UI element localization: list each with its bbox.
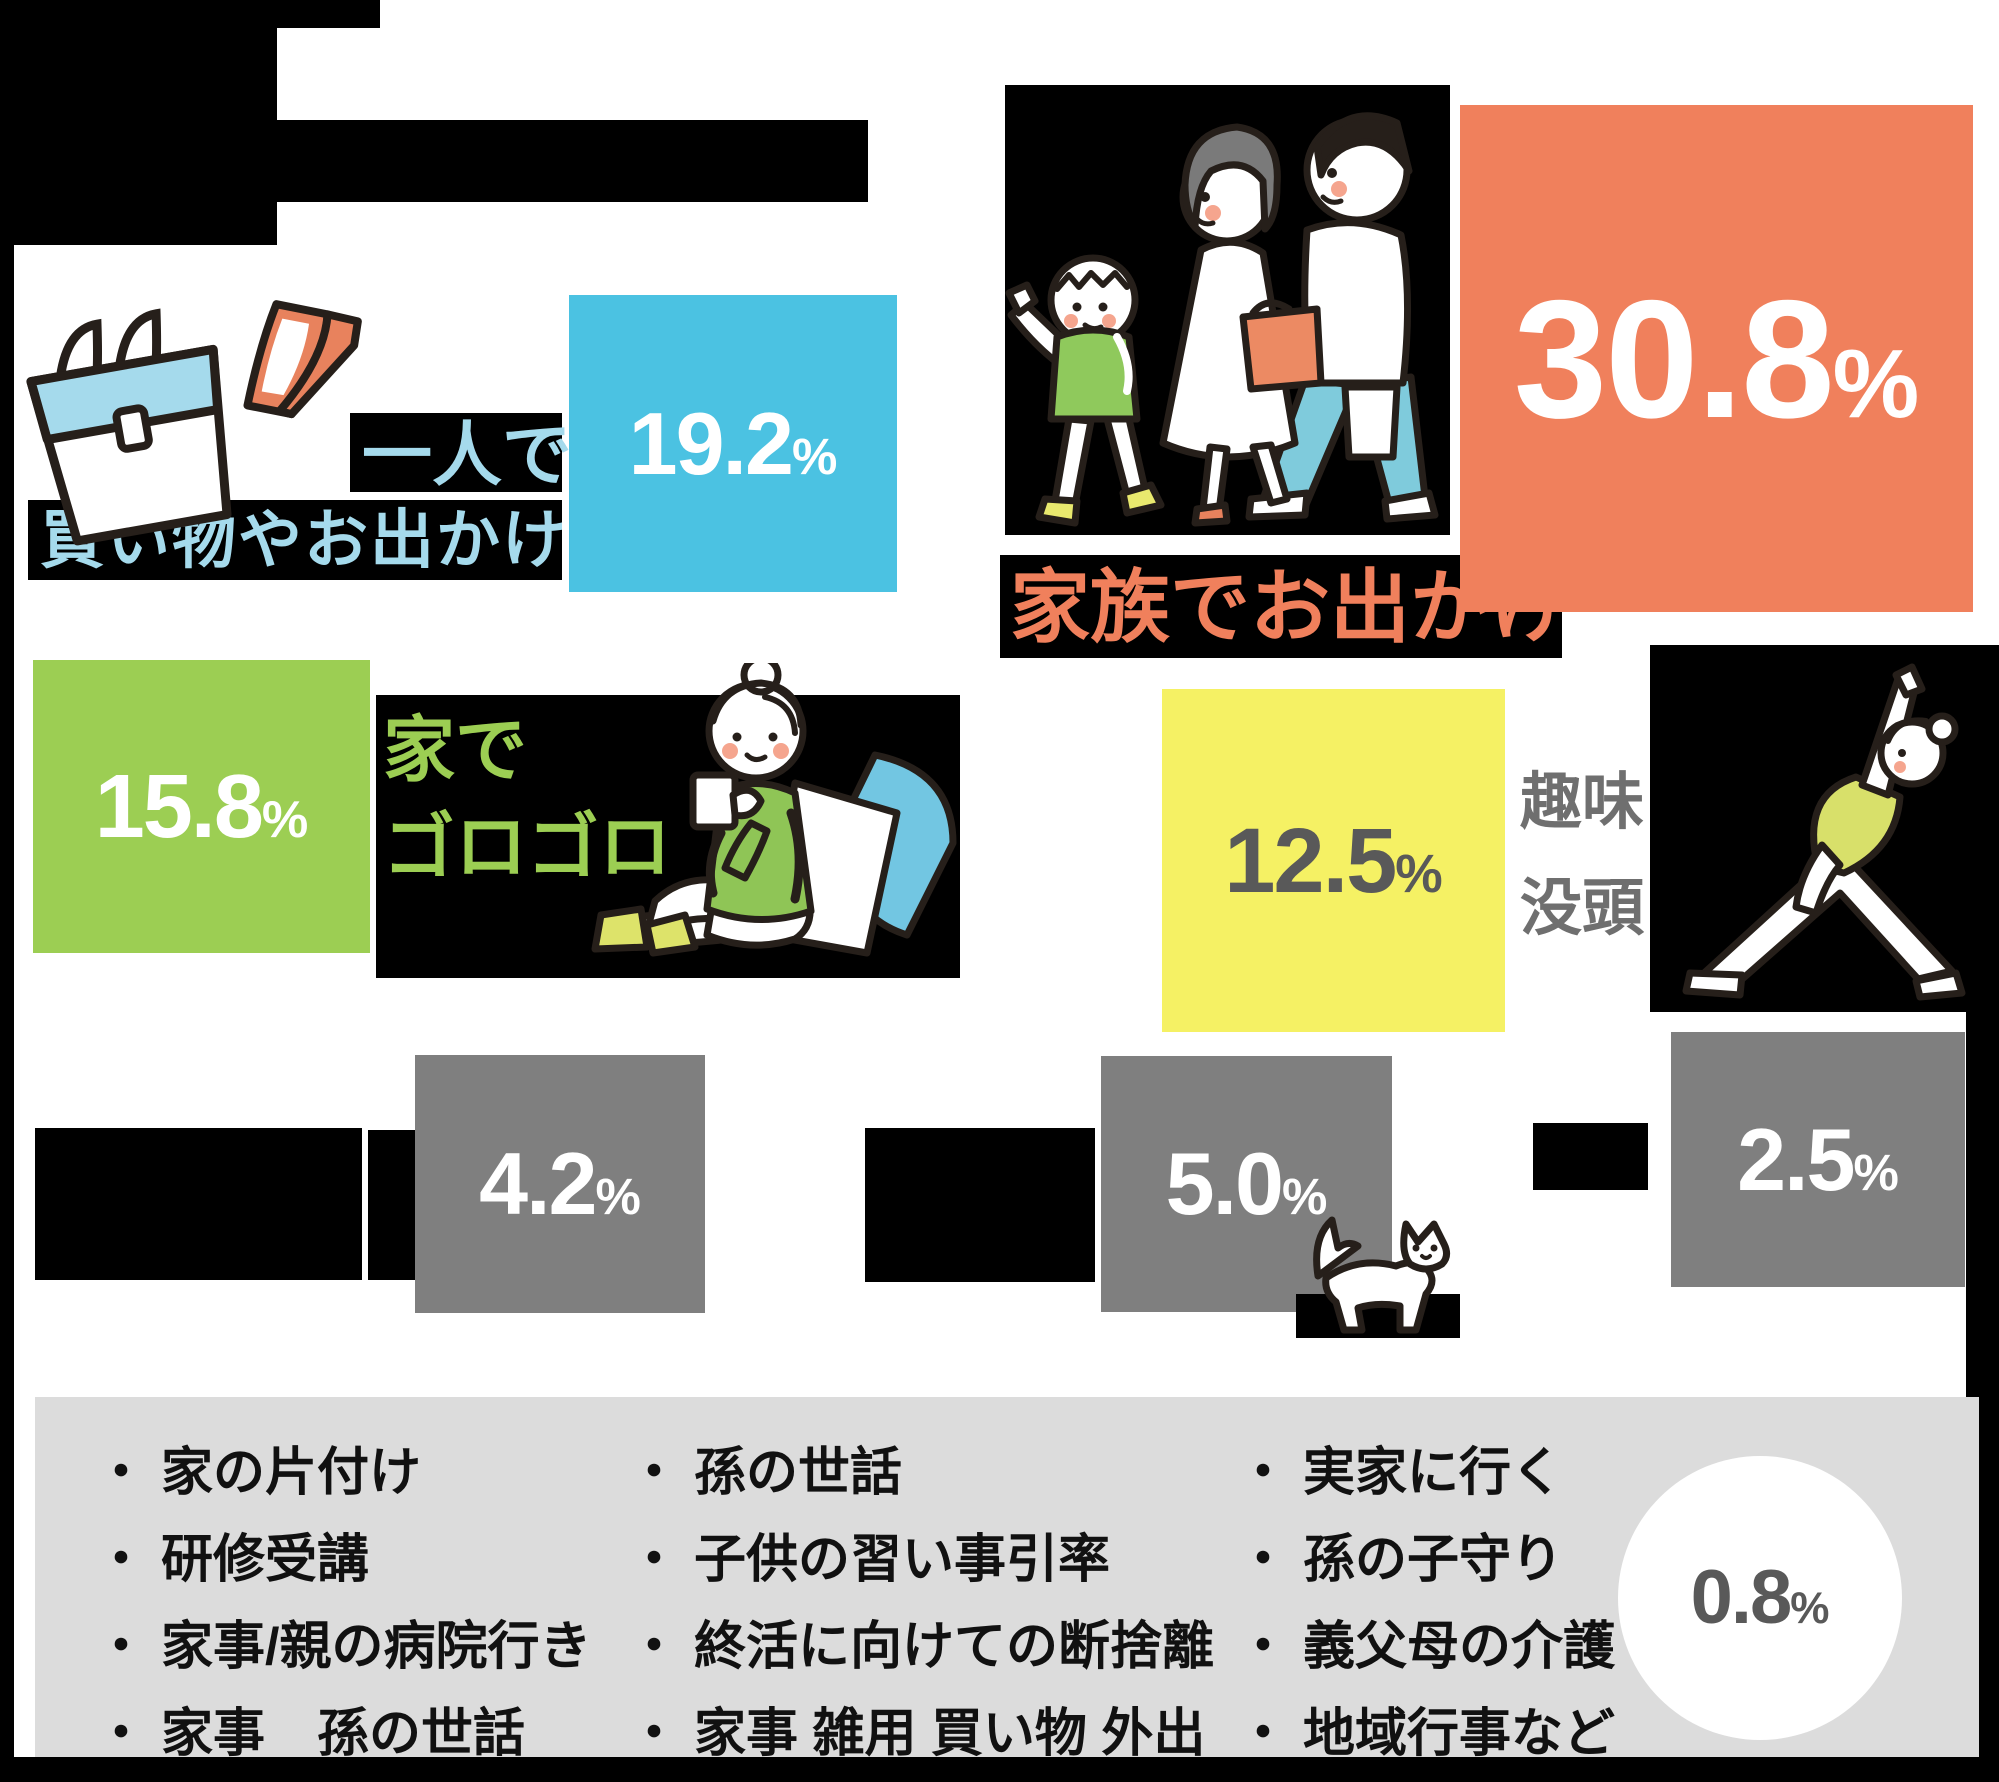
cat-icon	[1288, 1198, 1468, 1343]
solo-label-line1-background	[350, 413, 562, 492]
gray1-percent-value: 4.2%	[479, 1134, 641, 1233]
gray3-percent-box: 2.5%	[1671, 1032, 1965, 1287]
transparent-black-top-strip	[0, 0, 380, 28]
relaxing-woman-icon	[555, 663, 960, 975]
note-item: ・実家に行く	[1237, 1444, 1564, 1502]
note-item: ・孫の子守り	[1237, 1531, 1564, 1589]
note-item: ・家の片付け	[95, 1444, 422, 1502]
transparent-black-left-strip	[0, 28, 14, 1757]
family-percent-box: 30.8%	[1460, 105, 1973, 612]
transparent-black-bottom-strip	[0, 1757, 1999, 1782]
solo-percent-box: 19.2%	[569, 295, 897, 592]
note-item: ・家事 孫の世話	[95, 1705, 526, 1763]
gray1-label-obscured-fragment	[368, 1130, 415, 1280]
gray1-label-obscured	[35, 1128, 362, 1280]
other-percent-circle: 0.8%	[1618, 1456, 1902, 1740]
home-percent-box: 15.8%	[33, 660, 370, 953]
other-answers-panel: ・家の片付け ・研修受講 ・家事/親の病院行き ・家事 孫の世話 ・孫の世話 ・…	[35, 1397, 1979, 1763]
note-item: ・終活に向けての断捨離	[628, 1618, 1215, 1676]
hobby-label-line2: 没頭	[1520, 874, 1645, 943]
family-percent-value: 30.8%	[1513, 264, 1920, 453]
gray2-label-obscured	[865, 1128, 1095, 1282]
gray3-label-obscured	[1533, 1123, 1648, 1190]
note-item: ・地域行事など	[1237, 1705, 1616, 1763]
home-percent-value: 15.8%	[94, 756, 309, 857]
other-percent-value: 0.8%	[1690, 1555, 1830, 1640]
hobby-percent-value: 12.5%	[1224, 809, 1443, 912]
hobby-percent-box: 12.5%	[1162, 689, 1505, 1032]
solo-percent-value: 19.2%	[628, 393, 838, 493]
family-walking-icon	[1005, 85, 1450, 535]
note-item: ・研修受講	[95, 1531, 370, 1589]
solo-label-line1: 一人で	[362, 416, 572, 494]
note-item: ・家事 雑用 買い物 外出	[628, 1705, 1206, 1763]
gray1-percent-box: 4.2%	[415, 1055, 705, 1313]
note-item: ・子供の習い事引率	[628, 1531, 1111, 1589]
note-item: ・義父母の介護	[1237, 1618, 1616, 1676]
home-label-line2: ゴロゴロ	[383, 808, 672, 888]
note-item: ・家事/親の病院行き	[95, 1618, 592, 1676]
gray3-percent-value: 2.5%	[1737, 1109, 1899, 1209]
yoga-woman-icon	[1650, 645, 1999, 1012]
home-label-line1: 家で	[383, 711, 528, 791]
bag-and-heels-icon	[10, 225, 365, 575]
gray2-percent-value: 5.0%	[1165, 1134, 1328, 1233]
note-item: ・孫の世話	[628, 1444, 903, 1502]
page-title-obscured-bar	[95, 120, 868, 202]
